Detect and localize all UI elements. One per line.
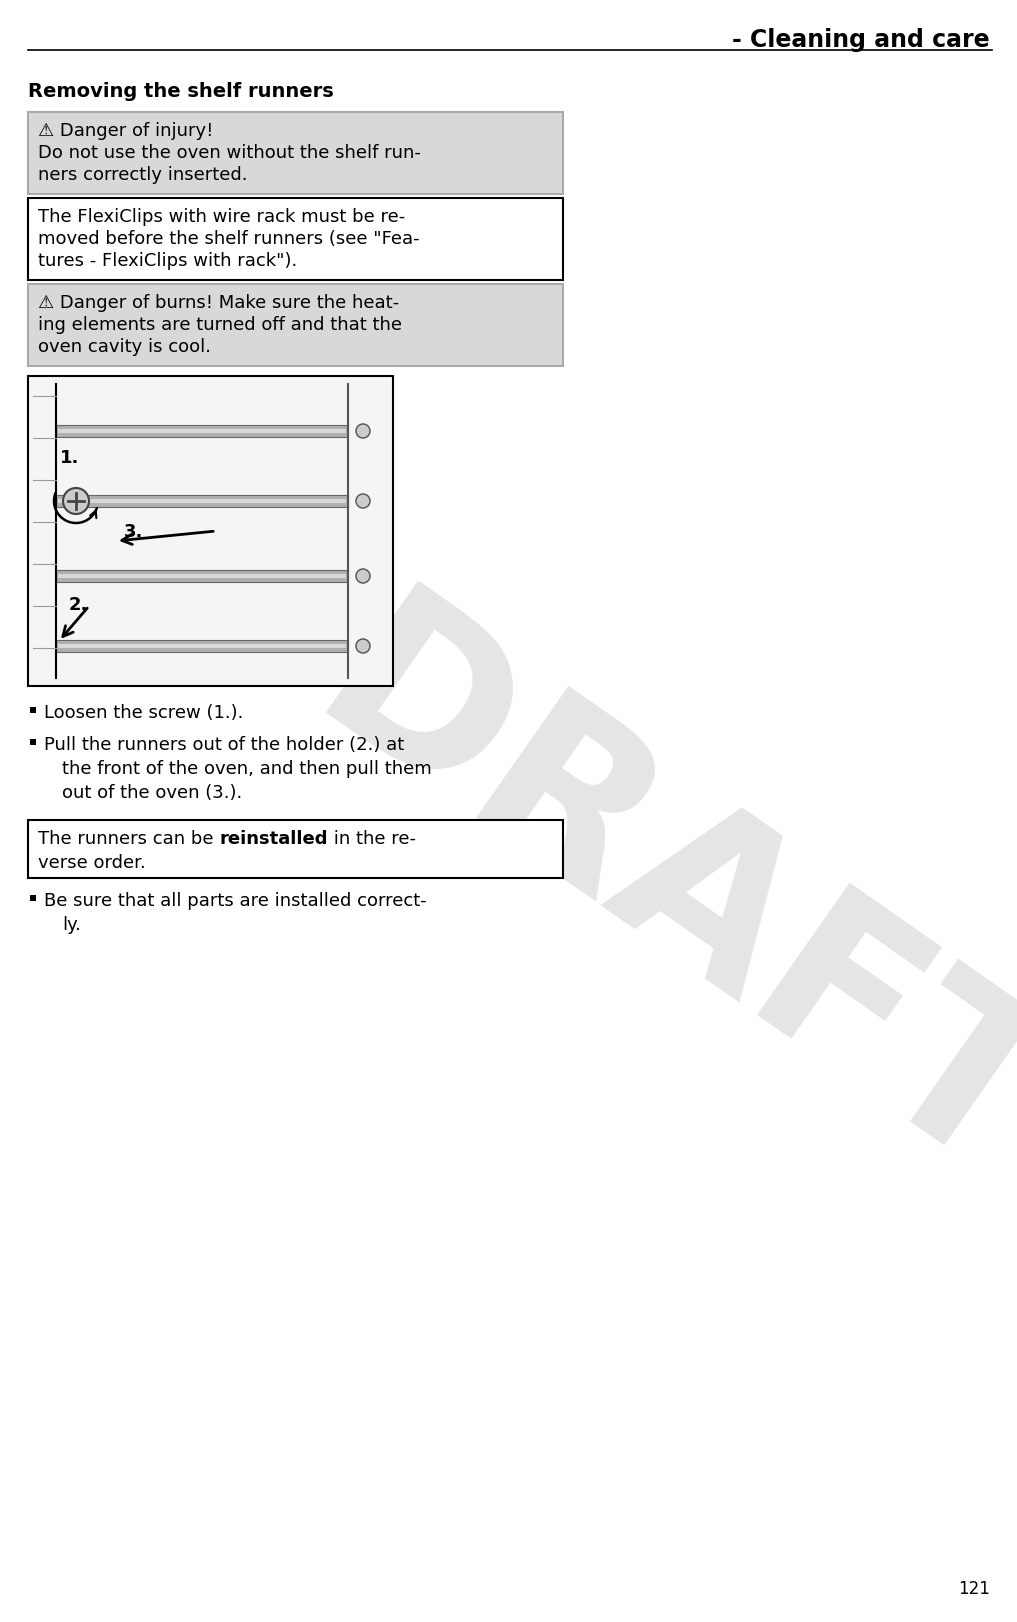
Circle shape (356, 495, 370, 508)
FancyBboxPatch shape (56, 641, 348, 652)
FancyBboxPatch shape (28, 376, 393, 686)
FancyBboxPatch shape (58, 644, 346, 649)
Text: The runners can be: The runners can be (38, 830, 220, 848)
FancyBboxPatch shape (58, 428, 346, 433)
FancyBboxPatch shape (28, 112, 563, 195)
Text: reinstalled: reinstalled (220, 830, 327, 848)
Text: tures - FlexiClips with rack").: tures - FlexiClips with rack"). (38, 251, 297, 269)
Text: - Cleaning and care: - Cleaning and care (732, 28, 990, 52)
Circle shape (63, 488, 89, 514)
Circle shape (356, 423, 370, 438)
Text: in the re-: in the re- (327, 830, 416, 848)
FancyBboxPatch shape (58, 500, 346, 503)
Text: the front of the oven, and then pull them: the front of the oven, and then pull the… (62, 761, 432, 779)
Text: out of the oven (3.).: out of the oven (3.). (62, 783, 242, 801)
FancyBboxPatch shape (29, 895, 36, 900)
Text: oven cavity is cool.: oven cavity is cool. (38, 337, 211, 355)
Text: Removing the shelf runners: Removing the shelf runners (28, 83, 334, 101)
Text: ly.: ly. (62, 916, 81, 934)
FancyBboxPatch shape (56, 495, 348, 508)
Circle shape (356, 639, 370, 654)
Text: Be sure that all parts are installed correct-: Be sure that all parts are installed cor… (44, 892, 427, 910)
Text: moved before the shelf runners (see "Fea-: moved before the shelf runners (see "Fea… (38, 230, 420, 248)
FancyBboxPatch shape (56, 569, 348, 582)
FancyBboxPatch shape (56, 425, 348, 436)
Text: ing elements are turned off and that the: ing elements are turned off and that the (38, 316, 402, 334)
Text: Loosen the screw (1.).: Loosen the screw (1.). (44, 704, 243, 722)
FancyBboxPatch shape (58, 574, 346, 577)
Text: ⚠ Danger of burns! Make sure the heat-: ⚠ Danger of burns! Make sure the heat- (38, 294, 399, 311)
FancyBboxPatch shape (28, 198, 563, 281)
Text: verse order.: verse order. (38, 855, 145, 873)
Text: Do not use the oven without the shelf run-: Do not use the oven without the shelf ru… (38, 144, 421, 162)
FancyBboxPatch shape (29, 740, 36, 744)
Text: The FlexiClips with wire rack must be re-: The FlexiClips with wire rack must be re… (38, 208, 405, 225)
Text: ⚠ Danger of injury!: ⚠ Danger of injury! (38, 122, 214, 139)
FancyBboxPatch shape (29, 707, 36, 714)
Text: 121: 121 (958, 1580, 990, 1598)
FancyBboxPatch shape (28, 284, 563, 367)
Text: 2.: 2. (69, 595, 88, 615)
Text: 1.: 1. (60, 449, 79, 467)
Text: Pull the runners out of the holder (2.) at: Pull the runners out of the holder (2.) … (44, 736, 404, 754)
Text: DRAFT: DRAFT (279, 574, 1017, 1226)
Circle shape (356, 569, 370, 582)
FancyBboxPatch shape (28, 821, 563, 878)
Text: 3.: 3. (124, 522, 143, 542)
Text: ners correctly inserted.: ners correctly inserted. (38, 165, 247, 183)
